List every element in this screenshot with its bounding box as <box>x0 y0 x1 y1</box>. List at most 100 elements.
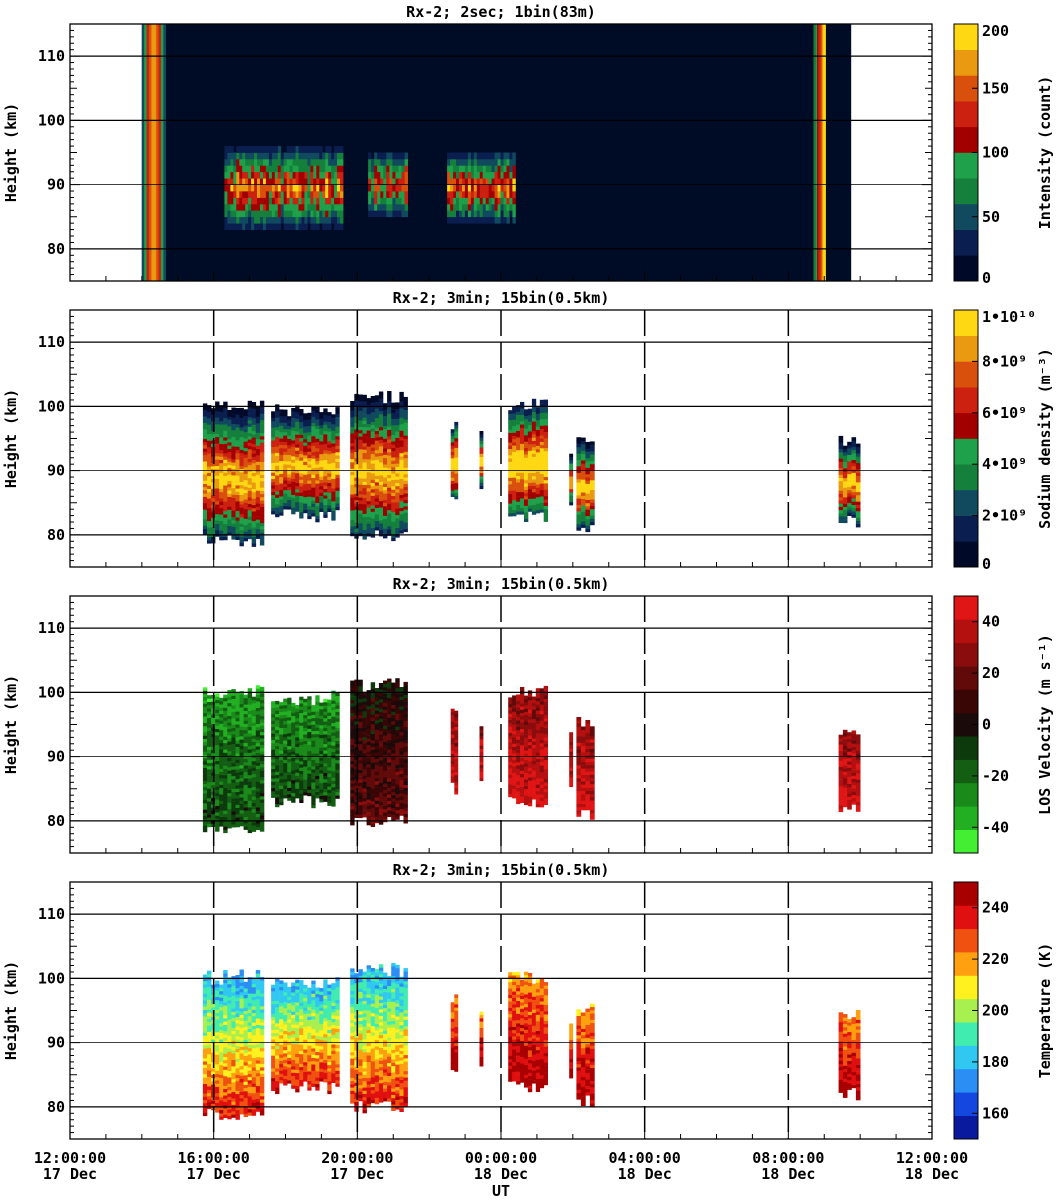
intensity-cell <box>251 197 255 205</box>
data-cell <box>235 714 240 719</box>
data-cell <box>219 784 224 788</box>
data-cell <box>243 713 248 718</box>
data-cell <box>219 450 224 454</box>
data-cell <box>227 706 232 710</box>
data-cell <box>589 508 595 513</box>
data-cell <box>315 454 320 458</box>
data-cell <box>243 807 248 811</box>
data-cell <box>454 486 459 490</box>
data-cell <box>255 797 261 802</box>
intensity-cell <box>497 210 501 218</box>
data-cell <box>247 529 253 533</box>
data-cell <box>589 492 595 497</box>
data-cell <box>247 720 253 724</box>
data-cell <box>279 759 284 764</box>
intensity-cell <box>277 165 282 173</box>
data-cell <box>319 773 324 777</box>
data-cell <box>207 791 212 796</box>
data-cell <box>251 744 257 749</box>
sunlit-edge <box>814 24 817 281</box>
data-cell <box>215 462 220 466</box>
data-cell <box>279 412 284 417</box>
data-cell <box>354 432 359 436</box>
intensity-cell <box>371 184 375 192</box>
intensity-cell <box>268 184 273 192</box>
data-cell <box>283 743 288 747</box>
data-cell <box>243 476 248 481</box>
data-cell <box>327 738 332 742</box>
intensity-cell <box>456 210 460 218</box>
intensity-cell <box>248 184 252 192</box>
data-cell <box>283 451 288 455</box>
data-cell <box>215 706 220 710</box>
intensity-cell <box>251 223 255 230</box>
intensity-cell <box>377 165 381 173</box>
data-cell <box>283 782 288 786</box>
data-cell <box>307 457 312 462</box>
data-cell <box>354 782 359 786</box>
data-cell <box>235 497 240 502</box>
data-cell <box>378 455 384 460</box>
data-cell <box>366 500 371 505</box>
intensity-cell <box>322 158 326 166</box>
data-cell <box>403 432 408 436</box>
data-cell <box>215 491 220 495</box>
intensity-cell <box>398 152 402 160</box>
data-cell <box>227 493 232 497</box>
data-cell <box>279 505 284 510</box>
intensity-cell <box>301 210 305 218</box>
data-cell <box>255 723 261 728</box>
intensity-cell <box>380 203 384 211</box>
data-cell <box>247 526 253 530</box>
data-cell <box>580 476 586 480</box>
data-cell <box>247 407 253 411</box>
data-cell <box>231 407 236 412</box>
data-cell <box>207 778 212 783</box>
data-cell <box>227 419 232 424</box>
data-cell <box>543 412 548 416</box>
data-cell <box>283 473 288 478</box>
data-cell <box>235 536 240 540</box>
intensity-cell <box>395 210 399 218</box>
data-cell <box>215 420 220 425</box>
data-cell <box>842 503 848 507</box>
y-tick-label: 100 <box>38 111 65 129</box>
data-cell <box>362 433 367 437</box>
data-cell <box>215 526 220 531</box>
data-cell <box>842 497 848 501</box>
data-cell <box>319 728 324 732</box>
data-cell <box>303 432 308 437</box>
intensity-cell <box>286 171 291 179</box>
data-cell <box>323 514 328 518</box>
data-cell <box>303 753 308 757</box>
data-cell <box>358 523 363 527</box>
data-cell <box>576 485 582 489</box>
data-cell <box>295 408 300 413</box>
intensity-cell <box>295 165 299 173</box>
data-cell <box>391 434 396 439</box>
data-cell <box>271 504 276 508</box>
intensity-cell <box>283 191 288 198</box>
data-cell <box>223 717 228 721</box>
data-cell <box>524 457 529 461</box>
data-cell <box>403 416 408 420</box>
data-cell <box>323 756 328 761</box>
sunlit-edge <box>151 24 155 281</box>
intensity-cell <box>374 191 378 198</box>
intensity-cell <box>239 158 243 166</box>
data-cell <box>323 740 328 745</box>
data-cell <box>543 502 548 506</box>
data-cell <box>391 412 396 416</box>
data-cell <box>299 793 304 797</box>
intensity-cell <box>337 184 341 192</box>
data-cell <box>539 441 545 446</box>
intensity-cell <box>470 171 475 179</box>
data-cell <box>247 800 253 805</box>
data-cell <box>275 803 280 808</box>
data-cell <box>251 440 257 445</box>
data-cell <box>207 810 212 815</box>
data-cell <box>202 454 208 459</box>
data-cell <box>531 479 537 483</box>
data-cell <box>215 789 220 794</box>
data-cell <box>847 441 852 446</box>
